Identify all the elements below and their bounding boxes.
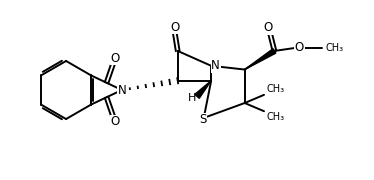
Polygon shape: [195, 81, 211, 98]
Text: N: N: [211, 59, 220, 72]
Text: O: O: [295, 41, 304, 54]
Text: O: O: [110, 52, 119, 65]
Text: O: O: [170, 21, 180, 34]
Text: H: H: [188, 93, 196, 103]
Text: O: O: [110, 115, 119, 128]
Text: CH₃: CH₃: [325, 43, 344, 53]
Text: S: S: [199, 113, 207, 126]
Polygon shape: [245, 49, 276, 69]
Text: CH₃: CH₃: [266, 112, 284, 122]
Text: O: O: [264, 21, 273, 34]
Text: CH₃: CH₃: [266, 84, 284, 94]
Text: N: N: [117, 84, 126, 96]
